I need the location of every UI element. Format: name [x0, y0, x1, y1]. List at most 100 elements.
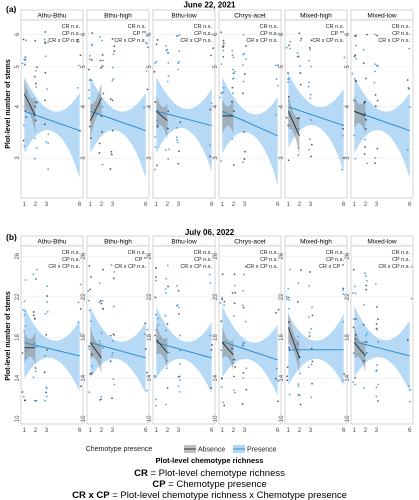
presence-point — [146, 389, 148, 392]
absence-point — [310, 39, 313, 42]
absence-point — [113, 45, 116, 48]
presence-point — [231, 138, 234, 140]
absence-point — [110, 150, 113, 153]
y-tick-label: 3 — [81, 156, 87, 160]
presence-point — [47, 41, 49, 44]
stat-annotation: CP n.s. — [392, 31, 410, 37]
presence-point — [156, 119, 158, 122]
facet-title: Mixed-low — [367, 13, 397, 20]
presence-point — [375, 386, 378, 389]
presence-point — [222, 401, 225, 404]
absence-point — [242, 371, 245, 374]
absence-point — [406, 79, 409, 81]
absence-point — [102, 308, 105, 310]
x-tick-label: 6 — [144, 201, 148, 208]
presence-point — [296, 52, 299, 54]
absence-point — [87, 68, 90, 71]
presence-point — [23, 300, 26, 303]
presence-point — [166, 264, 169, 267]
presence-point — [87, 290, 90, 292]
key-line-crxcp: CR x CP = Plot-level chemotype richness … — [72, 490, 347, 500]
stat-annotation: CP n.s. — [194, 257, 212, 263]
presence-point — [102, 347, 105, 349]
presence-point — [144, 333, 146, 336]
absence-fit-line — [287, 111, 300, 136]
presence-point — [219, 302, 222, 304]
presence-point — [308, 59, 311, 62]
presence-point — [364, 272, 366, 274]
x-tick-label: 2 — [34, 201, 38, 208]
absence-point — [179, 121, 182, 124]
presence-point — [308, 285, 311, 287]
absence-point — [223, 404, 226, 407]
presence-point — [232, 362, 235, 365]
presence-point — [244, 320, 247, 323]
presence-point — [176, 284, 178, 287]
absence-point — [111, 38, 114, 40]
x-tick-label: 3 — [111, 201, 115, 208]
presence-point — [287, 81, 289, 83]
absence-point — [232, 72, 235, 75]
presence-point — [408, 47, 411, 50]
absence-point — [245, 388, 248, 391]
presence-point — [22, 395, 25, 398]
presence-point — [111, 66, 114, 69]
x-tick-label: 6 — [408, 427, 412, 434]
presence-point — [241, 304, 244, 307]
absence-point — [34, 39, 37, 42]
y-tick-label: 3 — [15, 156, 21, 160]
absence-point — [46, 349, 48, 351]
presence-point — [34, 137, 36, 140]
absence-point — [242, 306, 245, 309]
absence-point — [44, 72, 47, 74]
presence-point — [113, 270, 116, 273]
presence-point — [299, 65, 301, 67]
presence-point — [232, 359, 234, 361]
x-tick-label: 1 — [287, 427, 291, 434]
x-tick-label: 3 — [375, 427, 379, 434]
y-tick-label: 5 — [147, 65, 153, 69]
absence-fit-line — [287, 327, 300, 359]
presence-point — [47, 168, 50, 171]
presence-point — [24, 325, 27, 328]
presence-point — [155, 404, 157, 407]
y-tick-label: 18 — [279, 334, 285, 341]
presence-point — [176, 34, 179, 37]
key-abbr-cp: CP — [152, 479, 166, 490]
presence-point — [89, 320, 92, 323]
presence-fit-line — [90, 110, 146, 132]
presence-point — [366, 162, 369, 165]
absence-point — [146, 88, 149, 91]
absence-point — [311, 314, 314, 317]
presence-point — [232, 68, 234, 71]
absence-point — [376, 147, 379, 150]
presence-point — [366, 332, 368, 335]
presence-point — [167, 285, 169, 288]
absence-point — [309, 271, 311, 273]
x-tick-label: 3 — [243, 201, 247, 208]
stat-annotation: CR x CP * — [319, 264, 345, 270]
presence-point — [308, 148, 311, 151]
presence-fit-line — [156, 342, 212, 359]
x-tick-label: 2 — [298, 201, 302, 208]
absence-confidence-band — [24, 79, 36, 135]
presence-point — [352, 352, 355, 354]
absence-point — [311, 382, 313, 385]
absence-point — [375, 327, 378, 330]
stat-annotation: CR x CP n.s. — [312, 38, 344, 44]
absence-point — [166, 323, 169, 325]
absence-point — [36, 66, 38, 69]
presence-point — [210, 102, 213, 105]
absence-point — [90, 137, 92, 140]
presence-point — [222, 49, 225, 52]
x-tick-label: 2 — [34, 427, 38, 434]
absence-point — [21, 391, 24, 393]
y-tick-label: 18 — [213, 334, 219, 341]
stat-annotation: CR n.s. — [128, 24, 147, 30]
absence-point — [354, 318, 357, 320]
presence-point — [221, 378, 224, 380]
presence-point — [24, 356, 27, 359]
absence-point — [233, 375, 235, 378]
presence-point — [223, 304, 225, 307]
key-text-crxcp: Plot-level chemotype richness x Chemotyp… — [120, 490, 347, 500]
